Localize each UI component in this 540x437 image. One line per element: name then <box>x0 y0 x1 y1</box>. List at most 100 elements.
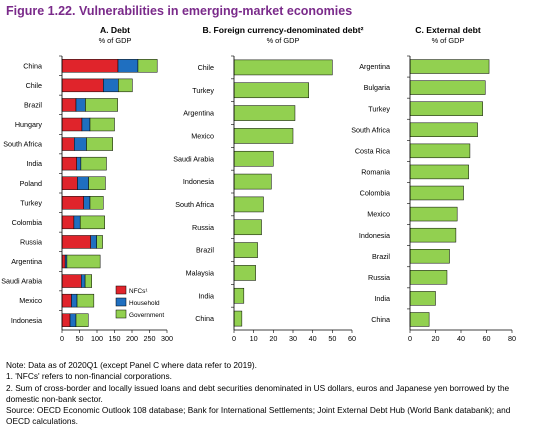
category-label: Turkey <box>20 198 42 207</box>
bar-segment-household <box>103 78 119 93</box>
category-label: Argentina <box>359 62 390 71</box>
x-tick-label: 60 <box>348 334 356 343</box>
category-label: Romania <box>361 168 390 177</box>
note-footnote-2: 2. Sum of cross-border and locally issue… <box>6 382 510 404</box>
bar-segment-government <box>88 176 106 190</box>
bar <box>409 227 457 243</box>
category-label: Russia <box>368 273 390 282</box>
bar <box>233 105 296 121</box>
panel-title: B. Foreign currency-denominated debt² <box>203 25 364 35</box>
category-label: Hungary <box>15 120 43 129</box>
bar <box>409 249 450 264</box>
x-tick-label: 40 <box>309 334 317 343</box>
bar <box>233 219 262 236</box>
legend-swatch <box>115 309 127 319</box>
category-label: Saudi Arabia <box>173 154 214 163</box>
bar-segment-household <box>83 196 91 210</box>
category-label: Costa Rica <box>355 146 390 155</box>
bar-segment-household <box>77 176 89 190</box>
bar <box>233 310 243 327</box>
bar-segment-household <box>76 156 82 171</box>
x-tick-label: 80 <box>508 334 516 343</box>
category-label: India <box>26 159 42 168</box>
panel-title: C. External debt <box>415 25 481 35</box>
category-label: Indonesia <box>183 177 214 186</box>
category-label: India <box>198 291 214 300</box>
category-label: Russia <box>192 223 214 232</box>
charts-canvas: A. Debt% of GDPChinaChileBrazilHungarySo… <box>1 25 516 343</box>
category-label: Argentina <box>11 257 42 266</box>
legend-label: NFCs¹ <box>129 288 147 295</box>
bar-segment-government <box>66 254 101 269</box>
bar-segment-household <box>75 98 86 112</box>
category-label: Mexico <box>19 296 42 305</box>
x-tick-label: 30 <box>289 334 297 343</box>
category-label: Indonesia <box>359 231 390 240</box>
category-label: China <box>195 314 214 323</box>
bar-segment-government <box>80 156 107 171</box>
x-tick-label: 150 <box>109 334 121 343</box>
bar-segment-household <box>81 117 91 132</box>
bar <box>409 270 448 285</box>
category-label: Malaysia <box>186 269 214 278</box>
category-label: Russia <box>20 238 42 247</box>
bar-segment-nfc <box>61 196 84 210</box>
bar <box>233 196 264 213</box>
bar-segment-nfc <box>61 215 75 230</box>
category-label: South Africa <box>3 140 42 149</box>
panel-subtitle: % of GDP <box>99 36 132 45</box>
x-tick-label: 50 <box>328 334 336 343</box>
bar-segment-nfc <box>61 313 71 327</box>
bar-segment-government <box>96 235 103 249</box>
bar <box>233 82 309 99</box>
bar-segment-government <box>118 78 133 93</box>
note-data-date: Note: Data as of 2020Q1 (except Panel C … <box>6 360 257 370</box>
bar <box>409 206 458 222</box>
bar <box>409 185 464 201</box>
bar-segment-nfc <box>61 235 91 249</box>
x-tick-label: 50 <box>76 334 84 343</box>
x-tick-label: 20 <box>432 334 440 343</box>
legend-label: Government <box>129 312 164 319</box>
bar <box>409 59 490 74</box>
bar-segment-government <box>76 293 95 308</box>
category-label: Saudi Arabia <box>1 277 42 286</box>
x-tick-label: 20 <box>269 334 277 343</box>
category-label: Brazil <box>372 252 390 261</box>
x-tick-label: 0 <box>60 334 64 343</box>
note-source: Source: OECD Economic Outlook 108 databa… <box>6 405 511 427</box>
figure-title: Figure 1.22. Vulnerabilities in emerging… <box>6 4 353 18</box>
bar-segment-nfc <box>61 78 104 93</box>
notes-block: Note: Data as of 2020Q1 (except Panel C … <box>6 360 534 428</box>
bar-segment-government <box>89 196 104 210</box>
legend-swatch <box>115 285 127 295</box>
bar-segment-nfc <box>61 293 72 308</box>
note-footnote-1: 1. 'NFCs' refers to non-financial corpor… <box>6 371 172 382</box>
bar <box>409 143 471 159</box>
legend-label: Household <box>129 300 160 307</box>
category-label: Bulgaria <box>364 83 390 92</box>
category-label: China <box>371 315 390 324</box>
bar-segment-household <box>90 235 97 249</box>
category-label: Colombia <box>360 189 390 198</box>
x-tick-label: 0 <box>408 334 412 343</box>
category-label: Brazil <box>196 246 214 255</box>
panel-subtitle: % of GDP <box>432 36 465 45</box>
panel-subtitle: % of GDP <box>267 36 300 45</box>
x-tick-label: 100 <box>91 334 103 343</box>
legend-swatch <box>115 297 127 307</box>
category-label: Poland <box>20 179 42 188</box>
x-tick-label: 60 <box>483 334 491 343</box>
category-label: China <box>23 61 42 70</box>
bar-segment-household <box>73 215 81 230</box>
bar <box>409 101 483 116</box>
panel-title: A. Debt <box>100 25 130 35</box>
bar-segment-nfc <box>61 176 78 190</box>
bar-segment-household <box>64 254 68 269</box>
bar <box>409 312 430 327</box>
bar <box>233 150 274 167</box>
bar <box>409 80 486 95</box>
category-label: India <box>374 294 390 303</box>
bar-segment-government <box>84 274 92 288</box>
category-label: Colombia <box>12 218 42 227</box>
